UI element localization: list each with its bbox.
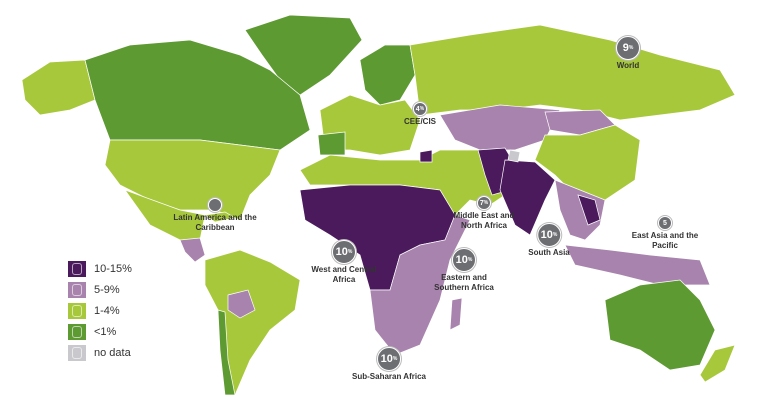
badge-value: 5 [658,216,672,230]
legend-label: 1-4% [94,304,120,317]
percent-sign: % [552,232,558,238]
percent-sign: % [392,356,398,362]
badge-middle-east: 7% Middle East and North Africa [444,196,524,231]
region-europe-north [359,44,416,106]
badge-sub-saharan-africa: 10% Sub-Saharan Africa [352,347,426,382]
region-new-zealand [699,344,736,383]
legend: 10-15% 5-9% 1-4% <1% no data [68,258,132,363]
region-indochina [577,194,601,226]
badge-value: 10% [536,223,561,247]
region-se-asia [554,179,606,241]
badge-latin-america: Latin America and the Caribbean [170,198,260,233]
badge-cee-cis: 4% CEE/CIS [404,102,436,127]
region-greenland [244,14,363,96]
intestine-icon [68,344,86,361]
intestine-icon [68,281,86,298]
badge-value: 9% [616,36,640,60]
legend-label: no data [94,346,131,359]
badge-value: 10% [376,347,401,371]
percent-sign: % [467,257,473,263]
region-caribbean [204,211,236,223]
badge-east-asia: 5 East Asia and the Pacific [630,216,700,251]
badge-value [208,198,222,212]
region-usa [104,139,281,221]
legend-item-lt1: <1% [68,321,132,342]
region-no-data [507,149,521,163]
badge-label: World [616,61,640,70]
intestine-icon [68,260,86,277]
region-china [534,124,641,201]
legend-item-no-data: no data [68,342,132,363]
intestine-icon [68,302,86,319]
intestine-icon [68,323,86,340]
region-central-america [179,237,206,263]
region-bolivia [227,289,256,319]
badge-label: Latin America and the Caribbean [173,213,257,232]
badge-value: 10% [452,248,476,272]
percent-sign: % [483,200,489,206]
legend-label: 5-9% [94,283,120,296]
badge-label: West and Central Africa [311,265,377,284]
legend-item-5-9: 5-9% [68,279,132,300]
percent-sign: % [419,106,425,112]
badge-value: 10% [332,240,356,264]
badge-value: 4% [412,102,427,116]
legend-label: 10-15% [94,262,132,275]
percent-sign: % [628,45,634,51]
legend-label: <1% [94,325,117,338]
region-madagascar [449,297,463,331]
badge-label: East Asia and the Pacific [631,231,699,250]
region-alaska [21,59,96,116]
region-syria [419,149,433,163]
badge-label: Eastern and Southern Africa [434,273,494,292]
badge-label: Middle East and North Africa [453,211,515,230]
region-chile [217,309,236,396]
badge-label: Sub-Saharan Africa [352,372,426,381]
region-central-asia [439,104,561,151]
region-indonesia [564,244,711,286]
legend-item-10-15: 10-15% [68,258,132,279]
badge-label: CEE/CIS [403,117,437,126]
region-russia [409,24,736,121]
badge-south-asia: 10% South Asia [528,223,570,258]
region-iberia [317,131,346,156]
badge-label: South Asia [528,248,570,257]
region-australia [604,279,716,371]
region-india [499,159,556,236]
badge-world: 9% World [616,36,640,71]
badge-eastern-southern-africa: 10% Eastern and Southern Africa [429,248,499,293]
percent-sign: % [347,249,353,255]
badge-west-central-africa: 10% West and Central Africa [309,240,379,285]
badge-value: 7% [477,196,491,210]
legend-item-1-4: 1-4% [68,300,132,321]
